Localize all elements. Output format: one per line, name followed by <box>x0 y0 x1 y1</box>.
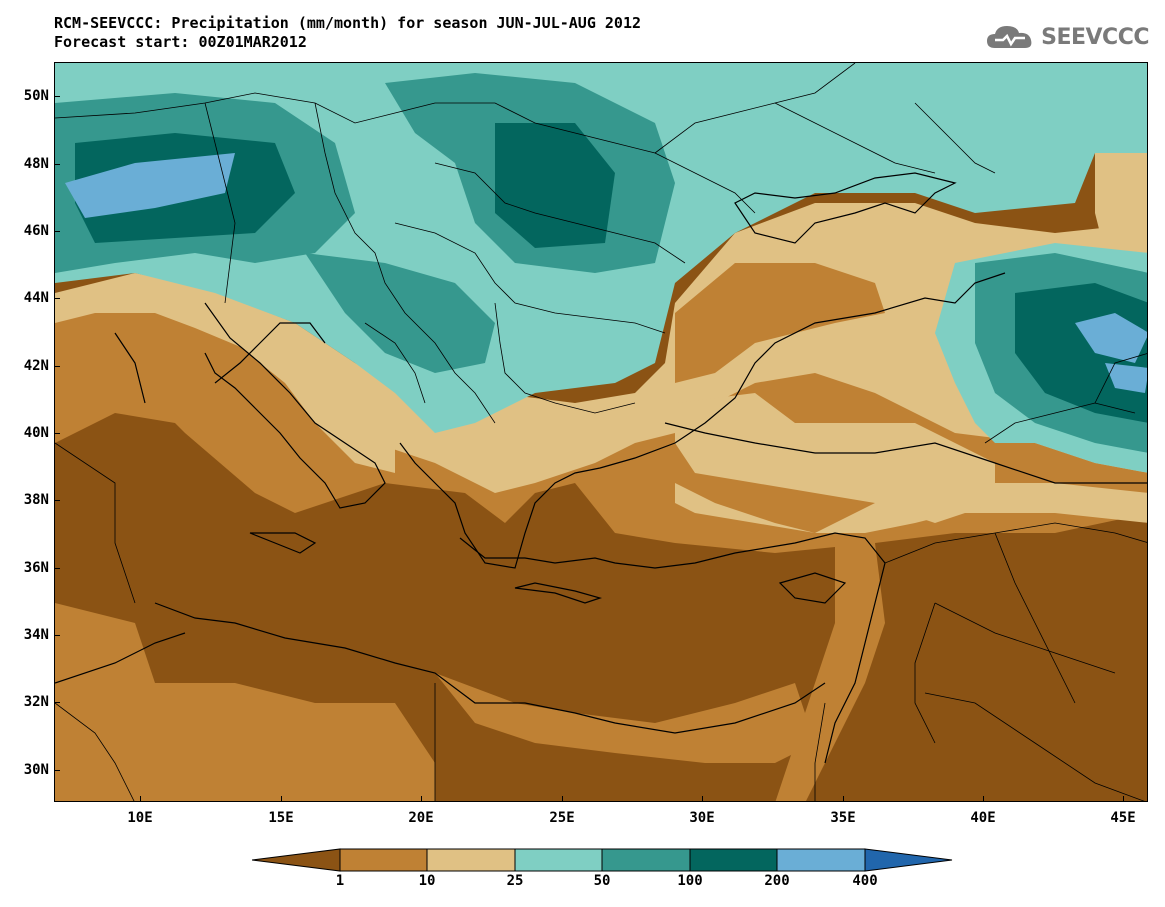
lat-tick <box>54 770 60 771</box>
lon-tick <box>843 796 844 802</box>
lat-tick <box>54 164 60 165</box>
colorbar-segment-100-200 <box>689 848 778 872</box>
lat-tick <box>54 500 60 501</box>
colorbar-label-1: 1 <box>335 873 345 889</box>
lon-tick <box>983 796 984 802</box>
colorbar-segment-200-400 <box>776 848 866 872</box>
colorbar-segment-25-50 <box>514 848 603 872</box>
lon-tick <box>562 796 563 802</box>
lat-tick <box>54 433 60 434</box>
colorbar-svg <box>251 848 953 872</box>
colorbar-label-50: 50 <box>593 873 611 889</box>
colorbar-segment-50-100 <box>601 848 691 872</box>
lon-label-15e: 15E <box>268 810 294 826</box>
lon-tick <box>702 796 703 802</box>
lat-label-40n: 40N <box>23 425 49 441</box>
lat-label-48n: 48N <box>23 156 49 172</box>
dry-anatolia-core <box>675 263 885 383</box>
lon-label-45e: 45E <box>1110 810 1136 826</box>
borders <box>55 63 1147 801</box>
extreme-caucasus-1 <box>1075 313 1147 363</box>
extreme-caucasus-2 <box>1105 363 1147 393</box>
lat-label-38n: 38N <box>23 492 49 508</box>
lat-tick <box>54 231 60 232</box>
moderate-anatolia-central <box>675 393 995 523</box>
lat-label-46n: 46N <box>23 223 49 239</box>
lon-label-35e: 35E <box>830 810 856 826</box>
colorbar-label-400: 400 <box>852 873 878 889</box>
lon-label-25e: 25E <box>549 810 575 826</box>
lat-tick <box>54 96 60 97</box>
logo-text: SEEVCCC <box>1041 24 1149 50</box>
colorbar-label-200: 200 <box>764 873 790 889</box>
lat-label-36n: 36N <box>23 560 49 576</box>
colorbar-segment-above-400 <box>864 848 953 872</box>
lat-tick <box>54 366 60 367</box>
title-line1: RCM-SEEVCCC: Precipitation (mm/month) fo… <box>54 14 641 32</box>
title-line2: Forecast start: 00Z01MAR2012 <box>54 33 307 51</box>
lat-label-42n: 42N <box>23 358 49 374</box>
lat-label-34n: 34N <box>23 627 49 643</box>
lat-label-44n: 44N <box>23 290 49 306</box>
coastlines <box>55 172 1147 764</box>
wetter-balkans <box>305 253 495 373</box>
dry-levant <box>775 543 885 801</box>
lon-tick <box>140 796 141 802</box>
lon-tick <box>281 796 282 802</box>
lon-label-30e: 30E <box>689 810 715 826</box>
colorbar-label-10: 10 <box>418 873 436 889</box>
map-canvas <box>55 63 1147 801</box>
colorbar-segment-1-10 <box>339 848 428 872</box>
lon-label-20e: 20E <box>408 810 434 826</box>
colorbar-label-100: 100 <box>677 873 703 889</box>
dry-libya-coast <box>435 673 815 763</box>
lon-tick <box>1123 796 1124 802</box>
lon-tick <box>421 796 422 802</box>
extreme-alps <box>65 153 235 218</box>
moderate-italy <box>205 293 395 473</box>
lat-tick <box>54 298 60 299</box>
lon-label-10e: 10E <box>127 810 153 826</box>
very-wet-carpathians <box>495 123 615 248</box>
cloud-icon <box>987 26 1032 48</box>
seevccc-logo: SEEVCCC <box>985 20 1149 54</box>
lon-label-40e: 40E <box>970 810 996 826</box>
map-title: RCM-SEEVCCC: Precipitation (mm/month) fo… <box>54 14 641 52</box>
colorbar <box>251 847 954 877</box>
colorbar-segment-below-1 <box>251 848 341 872</box>
lat-label-32n: 32N <box>23 694 49 710</box>
lat-tick <box>54 702 60 703</box>
lat-tick <box>54 568 60 569</box>
dry-north-africa <box>55 603 435 801</box>
precipitation-map <box>54 62 1148 802</box>
lat-tick <box>54 635 60 636</box>
colorbar-label-25: 25 <box>506 873 524 889</box>
colorbar-segment-10-25 <box>426 848 516 872</box>
lat-label-50n: 50N <box>23 88 49 104</box>
lat-label-30n: 30N <box>23 762 49 778</box>
